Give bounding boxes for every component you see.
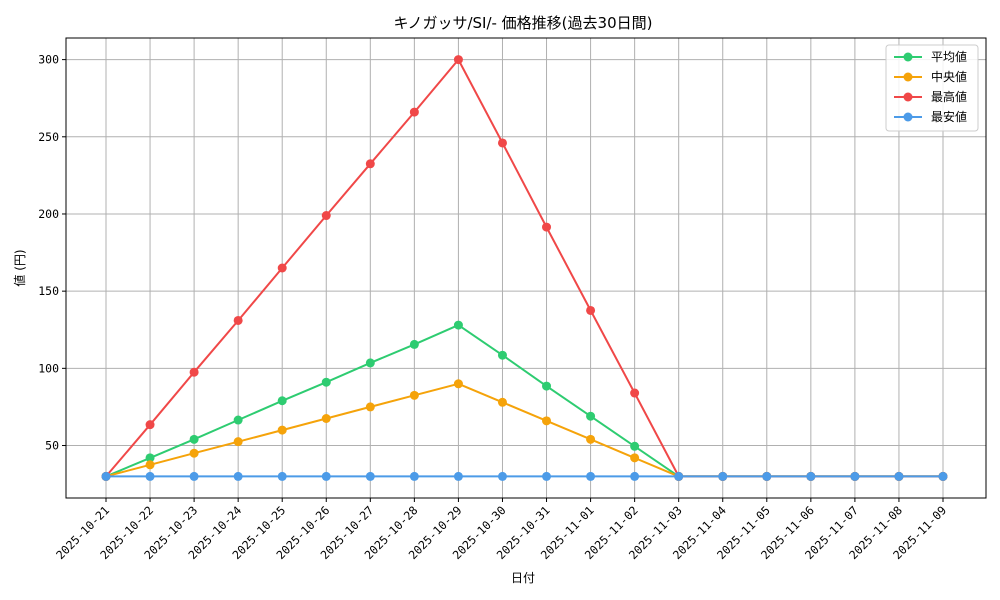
data-point — [365, 159, 375, 169]
legend-box — [885, 44, 979, 132]
data-point — [277, 263, 287, 273]
data-point — [542, 381, 552, 391]
series-layer — [101, 55, 948, 481]
y-tick-label: 150 — [38, 284, 59, 298]
legend-label: 平均値 — [931, 49, 967, 64]
data-point — [233, 415, 243, 425]
data-point — [542, 416, 552, 426]
legend-marker — [903, 112, 913, 122]
series-line — [105, 382, 943, 478]
data-point — [586, 471, 596, 481]
data-point — [189, 471, 199, 481]
data-point — [586, 305, 596, 315]
data-point — [453, 379, 463, 389]
data-point — [321, 471, 331, 481]
data-point — [409, 390, 419, 400]
plot-frame — [65, 37, 987, 499]
data-point — [453, 320, 463, 330]
data-point — [630, 441, 640, 451]
x-axis-label: 日付 — [511, 571, 535, 585]
data-point — [453, 471, 463, 481]
series-line — [105, 324, 943, 478]
data-point — [321, 377, 331, 387]
data-point — [586, 411, 596, 421]
data-point — [145, 460, 155, 470]
data-point — [894, 471, 904, 481]
legend-marker — [903, 52, 913, 62]
legend-label: 最安値 — [931, 109, 967, 124]
data-point — [365, 402, 375, 412]
data-point — [453, 55, 463, 65]
data-point — [189, 434, 199, 444]
series-2 — [101, 55, 948, 481]
series-line — [105, 58, 943, 478]
legend-marker — [903, 92, 913, 102]
series-3 — [101, 471, 948, 481]
data-point — [497, 350, 507, 360]
data-point — [674, 471, 684, 481]
data-point — [277, 425, 287, 435]
series-1 — [101, 379, 948, 481]
data-point — [497, 138, 507, 148]
data-point — [850, 471, 860, 481]
data-point — [497, 471, 507, 481]
grid — [66, 38, 986, 498]
data-point — [718, 471, 728, 481]
data-point — [542, 222, 552, 232]
legend-label: 最高値 — [931, 89, 967, 104]
series-0 — [101, 320, 948, 481]
data-point — [630, 471, 640, 481]
data-point — [101, 471, 111, 481]
data-point — [233, 315, 243, 325]
data-point — [630, 453, 640, 463]
data-point — [409, 471, 419, 481]
data-point — [233, 437, 243, 447]
data-point — [277, 471, 287, 481]
y-tick-label: 100 — [38, 361, 59, 375]
y-axis-label: 値 (円) — [12, 249, 27, 286]
legend-label: 中央値 — [931, 69, 967, 84]
y-tick-label: 200 — [38, 207, 59, 221]
data-point — [409, 339, 419, 349]
data-point — [233, 471, 243, 481]
data-point — [145, 471, 155, 481]
data-point — [189, 367, 199, 377]
legend-marker — [903, 72, 913, 82]
y-tick-label: 50 — [45, 439, 59, 453]
data-point — [806, 471, 816, 481]
data-point — [145, 453, 155, 463]
data-point — [762, 471, 772, 481]
data-point — [630, 388, 640, 398]
data-point — [365, 471, 375, 481]
axes: 2025-10-212025-10-222025-10-232025-10-24… — [38, 53, 949, 562]
data-point — [145, 420, 155, 430]
data-point — [409, 107, 419, 117]
data-point — [586, 434, 596, 444]
chart-title: キノガッサ/SI/- 価格推移(過去30日間) — [394, 14, 653, 32]
y-tick-label: 250 — [38, 130, 59, 144]
data-point — [497, 397, 507, 407]
data-point — [321, 211, 331, 221]
data-point — [542, 471, 552, 481]
data-point — [277, 396, 287, 406]
data-point — [365, 358, 375, 368]
data-point — [321, 414, 331, 424]
y-tick-label: 300 — [38, 53, 59, 67]
data-point — [938, 471, 948, 481]
data-point — [189, 448, 199, 458]
